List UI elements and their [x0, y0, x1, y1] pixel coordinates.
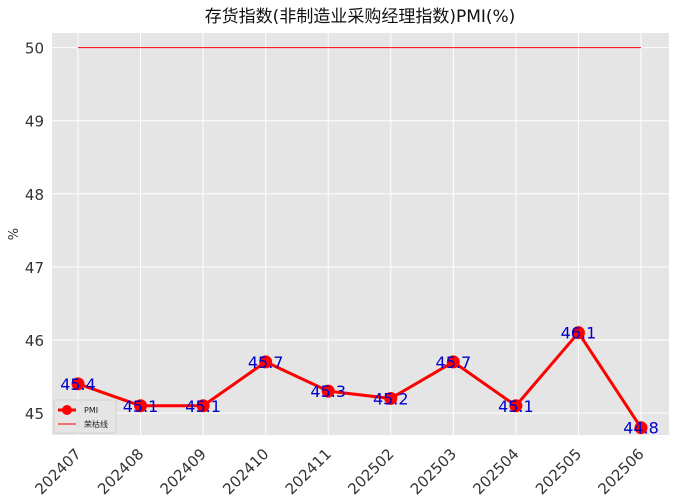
x-axis-ticks: 202407 202408 202409 202410 202411 202502 2025… — [32, 445, 648, 498]
x-tick-label: 202408 — [94, 445, 147, 498]
y-tick-label: 46 — [25, 332, 44, 350]
y-tick-label: 45 — [25, 405, 44, 423]
data-point-pmi — [634, 421, 648, 435]
data-label: 46.1 — [561, 324, 597, 343]
data-point-pmi — [446, 355, 460, 369]
data-label: 45.1 — [185, 397, 221, 416]
y-axis-label: % — [7, 228, 22, 240]
data-label: 45.7 — [248, 353, 284, 372]
data-label: 45.4 — [60, 375, 96, 394]
x-tick-label: 202503 — [407, 445, 460, 498]
y-tick-label: 47 — [25, 259, 44, 277]
data-label: 45.3 — [310, 382, 346, 401]
series-line-pmi — [77, 331, 643, 429]
chart-title: 存货指数(非制造业采购经理指数)PMI(%) — [205, 7, 516, 27]
x-tick-label: 202410 — [219, 445, 272, 498]
data-point-pmi — [571, 326, 585, 340]
x-tick-label: 202504 — [469, 445, 522, 498]
data-point-pmi — [71, 377, 85, 391]
x-tick-label: 202411 — [282, 445, 335, 498]
data-label: 45.1 — [498, 397, 534, 416]
y-tick-label: 48 — [25, 186, 44, 204]
data-label: 45.7 — [436, 353, 472, 372]
x-tick-label: 202506 — [595, 445, 648, 498]
legend-marker-pmi — [62, 405, 72, 415]
x-tick-label: 202407 — [32, 445, 85, 498]
data-point-pmi — [509, 399, 523, 413]
y-axis-ticks: 45 46 47 48 49 50 — [25, 40, 44, 423]
y-tick-label: 49 — [25, 113, 44, 131]
y-tick-label: 50 — [25, 40, 44, 58]
x-tick-label: 202502 — [344, 445, 397, 498]
legend-label-rongku: 荣枯线 — [84, 419, 108, 429]
data-label: 44.8 — [623, 419, 659, 438]
x-tick-label: 202409 — [157, 445, 210, 498]
plot-area — [52, 33, 669, 435]
data-label: 45.1 — [123, 397, 159, 416]
data-point-pmi — [321, 384, 335, 398]
legend: PMI 荣枯线 — [53, 399, 117, 434]
series-layer — [71, 47, 648, 435]
x-tick-label: 202505 — [532, 445, 585, 498]
data-point-pmi — [134, 399, 148, 413]
data-label: 45.2 — [373, 389, 409, 408]
data-point-pmi — [259, 355, 273, 369]
data-point-pmi — [196, 399, 210, 413]
data-point-pmi — [384, 391, 398, 405]
data-labels: 45.4 45.1 45.1 45.7 45.3 45.2 45.7 45.1 46.1 44.8 — [60, 324, 659, 438]
legend-label-pmi: PMI — [84, 406, 98, 415]
